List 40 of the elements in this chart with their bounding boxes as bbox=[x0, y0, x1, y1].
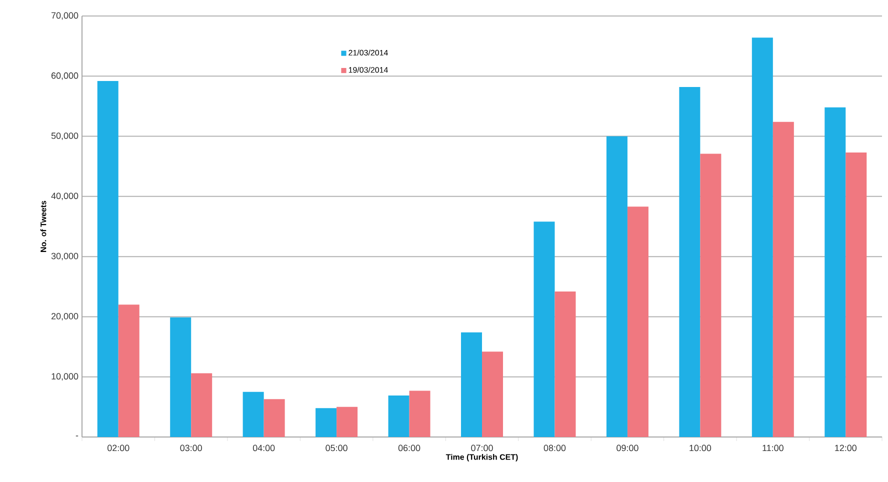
x-tick-label: 09:00 bbox=[616, 444, 638, 452]
bar bbox=[606, 136, 628, 437]
bar bbox=[191, 373, 212, 437]
x-tick-label: 03:00 bbox=[180, 444, 202, 452]
y-tick-label: 10,000 bbox=[52, 373, 78, 381]
bar bbox=[534, 222, 555, 437]
bar bbox=[170, 317, 192, 437]
x-tick-label: 08:00 bbox=[544, 444, 566, 452]
x-tick-label: 04:00 bbox=[252, 444, 275, 452]
bar bbox=[388, 396, 410, 437]
x-tick-label: 05:00 bbox=[326, 444, 348, 452]
bar bbox=[461, 332, 482, 437]
bar bbox=[824, 107, 846, 437]
x-tick-label: 07:00 bbox=[471, 444, 493, 452]
bar bbox=[554, 291, 576, 437]
bar bbox=[336, 406, 358, 437]
bar bbox=[409, 390, 430, 437]
bar bbox=[118, 304, 140, 437]
y-tick-label: 40,000 bbox=[51, 192, 78, 200]
bar bbox=[97, 80, 118, 437]
y-tick-label: 60,000 bbox=[52, 72, 78, 80]
bar bbox=[772, 122, 794, 437]
y-tick-label: 30,000 bbox=[51, 252, 78, 260]
bar bbox=[242, 392, 264, 437]
bar bbox=[627, 206, 648, 437]
x-tick-label: 06:00 bbox=[398, 444, 420, 452]
y-tick-label: 20,000 bbox=[52, 313, 78, 320]
bar bbox=[752, 38, 773, 437]
x-tick-label: 02:00 bbox=[107, 444, 130, 452]
x-tick-label: 12:00 bbox=[835, 444, 857, 452]
x-tick-label: 10:00 bbox=[690, 444, 712, 452]
y-tick-label: 50,000 bbox=[51, 132, 78, 140]
bar bbox=[316, 408, 337, 437]
y-tick-label: 70,000 bbox=[52, 12, 78, 20]
bar bbox=[482, 352, 504, 437]
bar bbox=[846, 152, 867, 437]
bar bbox=[264, 399, 285, 437]
bar bbox=[679, 86, 700, 437]
x-tick-label: 11:00 bbox=[762, 444, 784, 452]
bar bbox=[700, 154, 722, 437]
